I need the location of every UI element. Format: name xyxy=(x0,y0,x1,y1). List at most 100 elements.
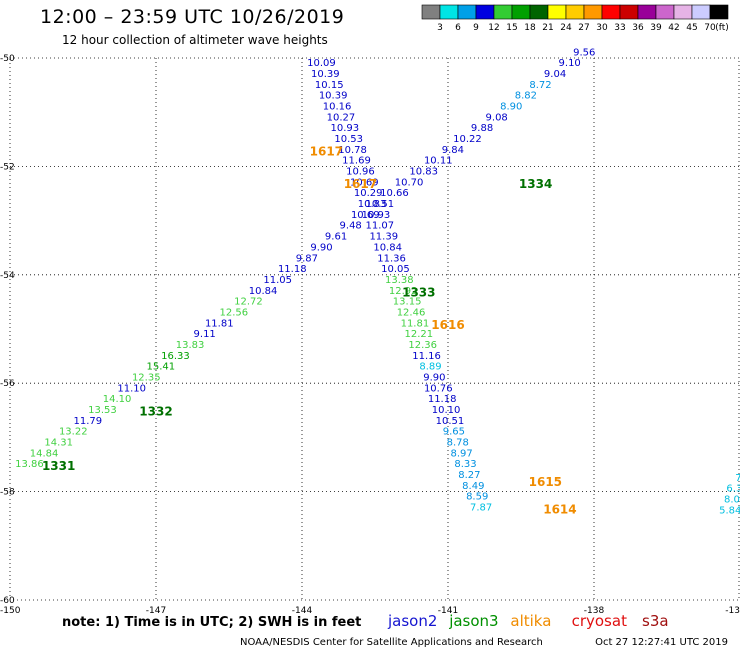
pass-time-label: 1616 xyxy=(431,318,464,332)
wave-height-value: 9.90 xyxy=(423,372,445,383)
wave-height-value: 5.84 xyxy=(719,505,740,516)
wave-height-value: 10.09 xyxy=(307,58,336,69)
wave-height-value: 11.16 xyxy=(412,351,441,362)
color-scale-tick-label: 70 xyxy=(704,23,716,33)
wave-height-value: 12.21 xyxy=(404,329,433,340)
color-scale-swatch xyxy=(709,4,729,20)
pass-time-label: 1331 xyxy=(42,459,75,473)
x-tick-label: -13 xyxy=(725,606,740,616)
color-scale-swatch xyxy=(457,4,477,20)
wave-height-value: 9.87 xyxy=(296,253,318,264)
color-scale-tick-label: 21 xyxy=(542,23,553,33)
wave-height-value: 10.53 xyxy=(334,134,363,145)
wave-height-value: 13.53 xyxy=(88,405,117,416)
wave-height-value: 8.06 xyxy=(724,494,740,505)
wave-height-value: 10.96 xyxy=(346,167,375,178)
wave-height-value: 10.05 xyxy=(381,264,410,275)
chart-title: 12:00 – 23:59 UTC 10/26/2019 xyxy=(40,6,345,28)
wave-height-value: 10.69 xyxy=(351,210,380,221)
pass-time-label: 1332 xyxy=(139,405,172,419)
satellite-legend-entry: s3a xyxy=(642,612,669,630)
wave-height-value: 13.22 xyxy=(59,427,88,438)
wave-height-value: 12.92 xyxy=(389,286,418,297)
wave-height-value: 10.69 xyxy=(350,177,379,188)
color-scale-swatch xyxy=(493,4,513,20)
y-tick-label: -50 xyxy=(0,54,15,64)
y-tick-label: -52 xyxy=(0,162,15,172)
wave-height-value: 11.05 xyxy=(263,275,292,286)
color-scale-swatch xyxy=(619,4,639,20)
wave-height-value: 9.90 xyxy=(310,242,332,253)
wave-height-value: 8.78 xyxy=(447,438,469,449)
wave-height-value: 12.46 xyxy=(397,307,426,318)
wave-height-value: 9.61 xyxy=(325,232,347,243)
wave-height-value: 8.33 xyxy=(454,459,476,470)
wave-height-value: 12.36 xyxy=(408,340,437,351)
color-scale-tick-label: 39 xyxy=(650,23,662,33)
color-scale-swatch xyxy=(475,4,495,20)
wave-height-value: 8.82 xyxy=(515,91,537,102)
wave-height-value: 8.90 xyxy=(500,101,522,112)
color-scale-legend: 3 6 9 12 15 18 21 24 27 30 33 36 39 42 45 70 (ft) xyxy=(421,4,729,33)
wave-height-value: 10.83 xyxy=(409,167,438,178)
wave-height-value: 14.10 xyxy=(103,394,132,405)
color-scale-tick-label: 24 xyxy=(560,23,572,33)
color-scale-swatch xyxy=(655,4,675,20)
wave-height-value: 9.65 xyxy=(443,427,465,438)
wave-height-value: 11.36 xyxy=(377,253,406,264)
wave-height-value: 9.04 xyxy=(544,69,566,80)
color-scale-tick-label: 36 xyxy=(632,23,644,33)
wave-height-value: 9.08 xyxy=(486,112,508,123)
color-scale-swatch xyxy=(439,4,459,20)
wave-height-value: 10.93 xyxy=(362,210,391,221)
x-tick-label: -138 xyxy=(584,606,605,616)
wave-height-value: 10.11 xyxy=(424,156,453,167)
x-tick-label: -144 xyxy=(292,606,313,616)
wave-height-value: 6.38 xyxy=(726,484,740,495)
footer-credit: NOAA/NESDIS Center for Satellite Applica… xyxy=(240,637,543,648)
footer-note: note: 1) Time is in UTC; 2) SWH is in fe… xyxy=(62,615,361,630)
wave-height-value: 13.83 xyxy=(176,340,205,351)
color-scale-tick-label: 9 xyxy=(473,23,479,33)
wave-height-value: 10.51 xyxy=(366,199,395,210)
wave-height-value: 13.15 xyxy=(393,297,422,308)
wave-height-value: 11.79 xyxy=(74,416,103,427)
y-tick-label: -56 xyxy=(0,379,15,389)
color-scale-tick-label: 33 xyxy=(614,23,625,33)
wave-height-value: 10.10 xyxy=(432,405,461,416)
x-tick-label: -147 xyxy=(146,606,166,616)
chart-subtitle: 12 hour collection of altimeter wave hei… xyxy=(62,33,328,47)
wave-height-value: 8.49 xyxy=(462,481,484,492)
color-scale-swatch xyxy=(673,4,693,20)
wave-height-value: 8.89 xyxy=(419,362,441,373)
wave-height-value: 10.84 xyxy=(249,286,278,297)
satellite-legend-entry: altika xyxy=(510,612,551,630)
y-tick-label: -54 xyxy=(0,271,15,281)
wave-height-value: 12.35 xyxy=(132,372,161,383)
satellite-legend-entry: jason3 xyxy=(448,612,498,630)
color-scale-tick-label: 3 xyxy=(437,23,443,33)
wave-height-value: 13.86 xyxy=(15,459,44,470)
color-scale-swatch xyxy=(637,4,657,20)
wave-height-value: 11.81 xyxy=(205,318,234,329)
wave-height-value: 9.56 xyxy=(573,47,595,58)
color-scale-tick-label: 6 xyxy=(455,23,461,33)
pass-time-label: 1333 xyxy=(402,285,435,299)
color-scale-swatch xyxy=(565,4,585,20)
y-tick-label: -58 xyxy=(0,488,15,498)
color-scale-swatch xyxy=(421,4,441,20)
x-tick-label: -141 xyxy=(438,606,458,616)
wave-height-value: 12.72 xyxy=(234,297,263,308)
wave-height-value: 10.39 xyxy=(319,91,348,102)
color-scale-tick-label: 42 xyxy=(668,23,679,33)
color-scale-tick-label: 30 xyxy=(596,23,608,33)
wave-height-value: 10.93 xyxy=(331,123,360,134)
wave-height-value: 10.29 xyxy=(354,188,383,199)
pass-time-label: 1617 xyxy=(344,177,377,191)
chart-footer: note: 1) Time is in UTC; 2) SWH is in fe… xyxy=(62,612,728,648)
satellite-legend-entry: cryosat xyxy=(572,612,627,630)
plot-frame xyxy=(9,57,740,601)
wave-height-value: 9.84 xyxy=(442,145,464,156)
wave-height-value: 9.11 xyxy=(194,329,216,340)
wave-height-value: 10.78 xyxy=(338,145,367,156)
